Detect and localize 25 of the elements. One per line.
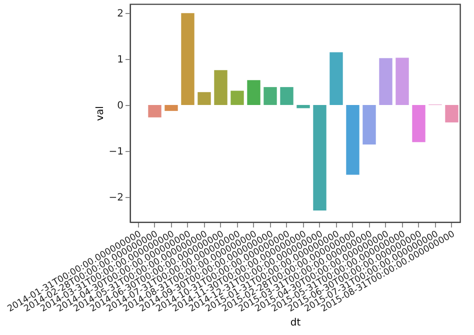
bar bbox=[362, 104, 376, 144]
bar bbox=[164, 104, 178, 111]
bar bbox=[280, 87, 294, 105]
bar bbox=[214, 70, 228, 105]
bar bbox=[313, 104, 326, 211]
bar bbox=[181, 13, 194, 105]
bar bbox=[346, 104, 360, 175]
bar bbox=[330, 52, 343, 105]
bar bbox=[379, 58, 392, 105]
bar bbox=[264, 87, 277, 105]
bar bbox=[198, 92, 211, 105]
y-tick-label: −1 bbox=[108, 146, 124, 158]
x-axis-title: dt bbox=[290, 318, 301, 329]
bar bbox=[230, 90, 244, 105]
bar bbox=[148, 104, 162, 118]
bar bbox=[412, 104, 426, 142]
bar bbox=[247, 80, 260, 105]
y-axis-title: val bbox=[94, 106, 106, 121]
y-tick-label: −2 bbox=[108, 192, 124, 204]
y-tick-label: 0 bbox=[117, 100, 124, 112]
bar bbox=[296, 104, 310, 108]
bar bbox=[445, 104, 458, 122]
y-tick-label: 1 bbox=[117, 54, 124, 66]
bar bbox=[396, 58, 409, 105]
y-tick-label: 2 bbox=[117, 8, 124, 20]
